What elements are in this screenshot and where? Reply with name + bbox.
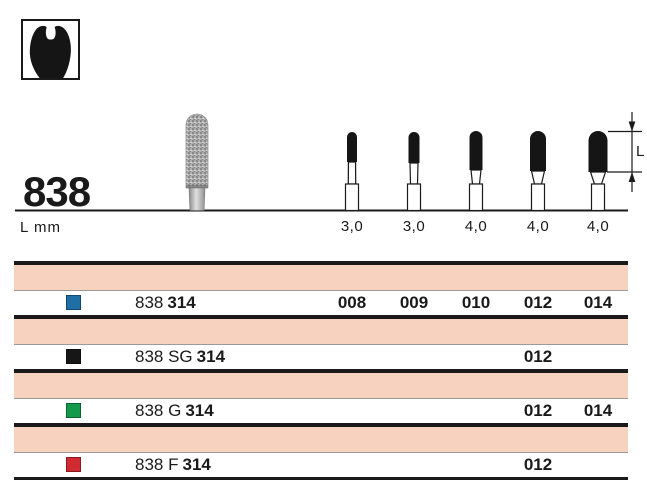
size-value: 012: [523, 455, 553, 474]
size-value: 012: [523, 347, 553, 366]
product-code-shank: 314: [196, 347, 226, 366]
table-bottom-rule: [14, 477, 628, 480]
product-code: 838 F 314: [135, 453, 211, 477]
table-row: 838 SG 314 012: [14, 345, 628, 369]
spacer-band: [14, 319, 628, 345]
size-value: 014: [583, 401, 613, 420]
table-divider: [14, 261, 628, 265]
bur-outline-012: [530, 131, 546, 212]
product-code-shank: 314: [185, 401, 214, 420]
bur-outline-010: [468, 131, 484, 212]
figure-number: 838: [23, 168, 91, 215]
product-code-shank: 314: [167, 293, 196, 312]
product-code-shank: 314: [182, 455, 211, 474]
tip-size-label: 4,0: [464, 218, 488, 235]
size-value: 010: [461, 293, 491, 312]
size-value: 012: [523, 401, 553, 420]
product-code: 838 SG 314: [135, 345, 225, 369]
color-code-swatch: [66, 457, 81, 472]
bur-diagram: [15, 112, 642, 212]
table-row: 838 314 008 009 010 012 014: [14, 291, 628, 315]
table-divider: [14, 315, 628, 319]
color-code-swatch: [66, 295, 81, 310]
bur-outline-009: [406, 132, 422, 212]
table-row: 838 G 314 012 014: [14, 399, 628, 423]
tip-size-label: 3,0: [402, 218, 426, 235]
product-code-figure: 838 SG: [135, 347, 193, 366]
table-divider: [14, 369, 628, 373]
size-value: 008: [337, 293, 367, 312]
product-code-figure: 838 F: [135, 455, 179, 474]
bur-outline-008: [344, 132, 360, 212]
color-code-swatch: [66, 403, 81, 418]
spacer-band: [14, 373, 628, 399]
product-code-figure: 838 G: [135, 401, 182, 420]
bur-outline-014: [588, 131, 608, 212]
diamond-bur-illustration: [185, 113, 209, 211]
length-dimension-label: L: [636, 143, 645, 160]
size-table: 838 314 008 009 010 012 014 838 SG 314 012…: [14, 261, 628, 480]
bur-outline-diagrams: [344, 131, 608, 212]
table-row: 838 F 314 012: [14, 453, 628, 477]
size-value: 009: [399, 293, 429, 312]
arrow-up-icon: [628, 172, 636, 182]
crown-silhouette-icon: [29, 25, 71, 78]
color-code-swatch: [66, 349, 81, 364]
product-code: 838 G 314: [135, 399, 214, 423]
size-value: 012: [523, 293, 553, 312]
arrow-down-icon: [628, 121, 636, 132]
size-value: 014: [583, 293, 613, 312]
tip-size-label: 3,0: [340, 218, 364, 235]
application-pictogram: [21, 19, 80, 80]
product-code-figure: 838: [135, 293, 164, 312]
spacer-band: [14, 265, 628, 291]
product-code: 838 314: [135, 291, 196, 315]
length-dimension-lines: [607, 112, 642, 192]
unit-label: L mm: [20, 219, 61, 236]
table-divider: [14, 423, 628, 427]
tip-size-label: 4,0: [526, 218, 550, 235]
tip-size-label: 4,0: [586, 218, 610, 235]
spacer-band: [14, 427, 628, 453]
